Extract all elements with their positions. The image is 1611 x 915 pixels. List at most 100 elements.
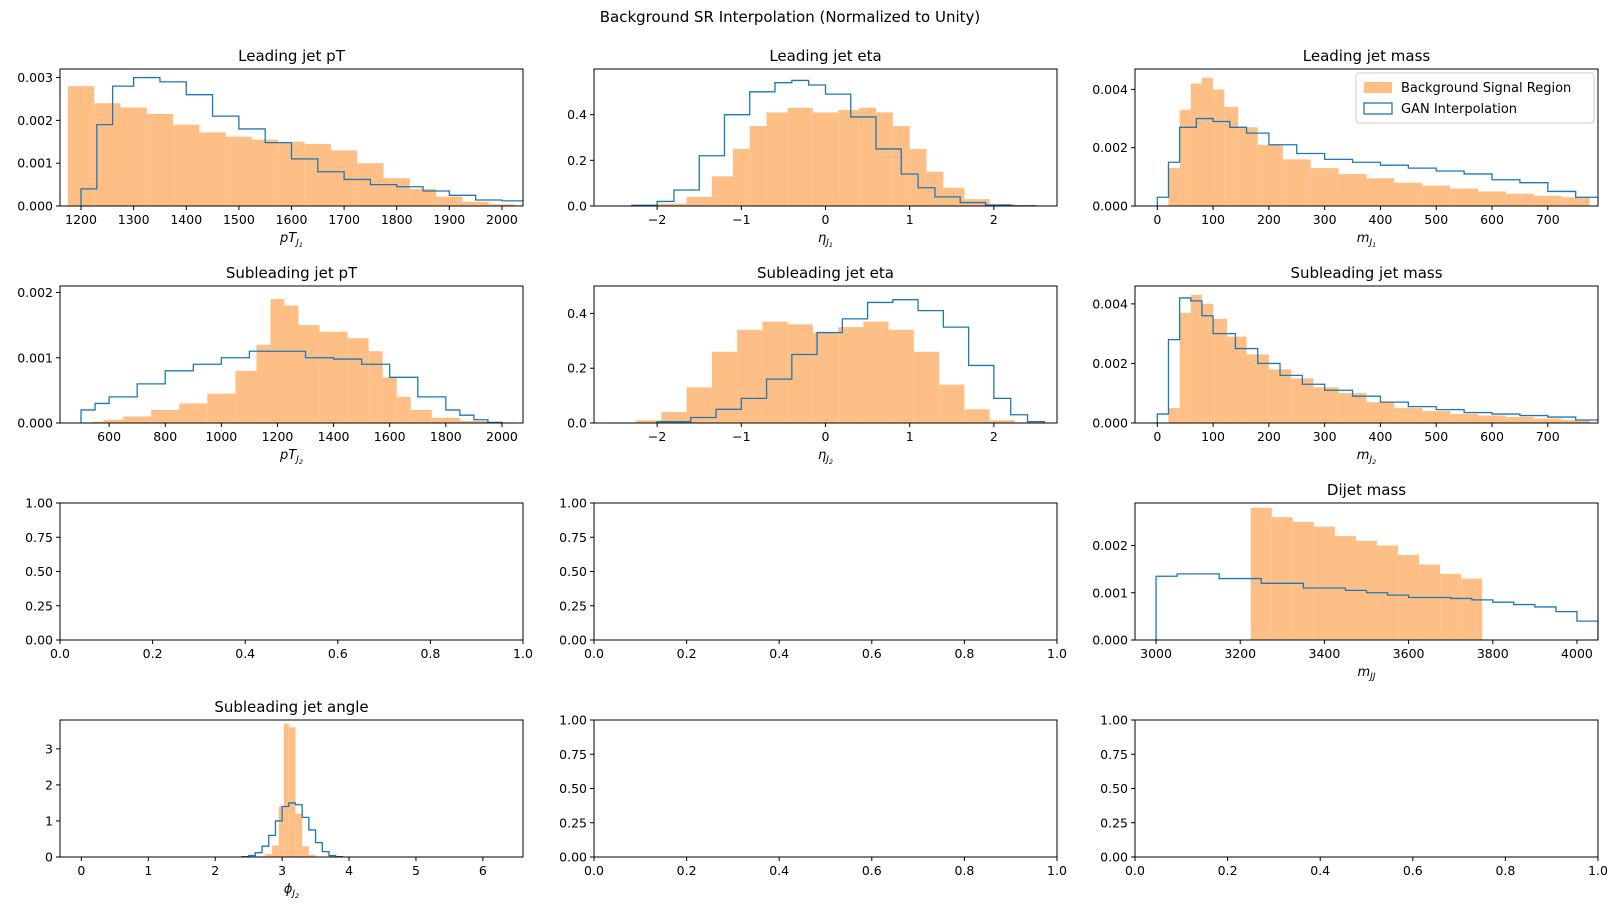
hist-bar — [1506, 194, 1534, 206]
hist-bar — [252, 140, 278, 206]
x-tick-label: 100 — [1201, 429, 1225, 444]
y-tick-label: 0.000 — [17, 416, 53, 431]
y-tick-label: 0.000 — [17, 199, 53, 214]
x-tick-label: 1 — [144, 863, 152, 878]
hist-bar — [226, 137, 252, 206]
hist-bar — [788, 108, 813, 206]
x-tick-label: 1600 — [374, 429, 406, 444]
x-tick-label: 0.8 — [1495, 863, 1515, 878]
x-tick-label: 300 — [1313, 212, 1337, 227]
x-tick-label: −2 — [648, 212, 666, 227]
y-tick-label: 0.00 — [559, 633, 587, 648]
y-tick-label: 1.00 — [559, 496, 587, 511]
y-tick-label: 1.00 — [25, 496, 53, 511]
x-tick-label: 0 — [1153, 212, 1161, 227]
x-tick-label: −1 — [732, 212, 750, 227]
x-tick-label: 1800 — [381, 212, 413, 227]
x-tick-label: 0.2 — [143, 646, 163, 661]
y-tick-label: 0 — [45, 850, 53, 865]
hist-bar — [1202, 304, 1213, 423]
hist-bar — [1314, 387, 1339, 423]
hist-bar — [1168, 168, 1179, 206]
x-tick-label: 700 — [1536, 212, 1560, 227]
hist-bar — [712, 176, 733, 206]
hist-bar — [1291, 378, 1313, 423]
plot-area — [611, 300, 1045, 423]
x-tick-label: 0.8 — [420, 646, 440, 661]
hist-bar — [1283, 159, 1311, 206]
y-tick-label: 0.00 — [559, 850, 587, 865]
x-tick-label: 0.8 — [954, 646, 974, 661]
hist-bar — [733, 149, 750, 206]
y-tick-label: 0.001 — [1092, 585, 1128, 600]
x-tick-label: 0.6 — [328, 646, 348, 661]
hist-bar — [384, 178, 410, 206]
plot-area — [68, 78, 528, 206]
hist-bar — [1478, 191, 1506, 206]
hist-bar — [1534, 419, 1562, 423]
x-tick-label: 600 — [1480, 212, 1504, 227]
hist-bar — [462, 202, 488, 206]
hist-bar — [762, 322, 787, 423]
axes-frame — [1135, 720, 1598, 857]
hist-bar — [68, 86, 94, 206]
y-tick-label: 1.00 — [1100, 713, 1128, 728]
x-tick-label: 0.0 — [584, 646, 604, 661]
x-tick-label: 0 — [822, 429, 830, 444]
hist-bar — [207, 394, 235, 423]
hist-bar — [1339, 393, 1367, 423]
legend-fill-label: Background Signal Region — [1401, 81, 1571, 96]
x-axis-label: ηJ1 — [818, 231, 833, 249]
x-tick-label: 600 — [97, 429, 121, 444]
x-tick-label: 0.8 — [954, 863, 974, 878]
axes-frame — [594, 503, 1057, 640]
x-tick-label: −2 — [648, 429, 666, 444]
hist-bar — [813, 112, 838, 206]
y-tick-label: 0.002 — [1092, 538, 1128, 553]
hist-bar — [1394, 408, 1422, 423]
x-tick-label: 800 — [153, 429, 177, 444]
x-tick-label: 300 — [1313, 429, 1337, 444]
hist-bar — [147, 114, 173, 206]
y-tick-label: 0.50 — [559, 781, 587, 796]
hist-bar — [270, 299, 284, 423]
hist-bar — [750, 126, 767, 206]
hist-bar — [235, 371, 256, 423]
plot-area — [1156, 508, 1598, 640]
hist-bar — [1367, 178, 1395, 206]
subplot-title: Subleading jet pT — [226, 264, 358, 282]
x-tick-label: 500 — [1424, 212, 1448, 227]
x-tick-label: 0.6 — [1403, 863, 1423, 878]
hist-bar — [383, 377, 397, 423]
x-tick-label: 1.0 — [1588, 863, 1608, 878]
y-tick-label: 0.50 — [1100, 781, 1128, 796]
y-tick-label: 0.002 — [17, 113, 53, 128]
y-tick-label: 0.25 — [559, 815, 587, 830]
hist-bar — [94, 103, 120, 206]
hist-bar — [939, 385, 964, 423]
y-tick-label: 0.00 — [1100, 850, 1128, 865]
x-tick-label: 4000 — [1561, 646, 1593, 661]
y-tick-label: 0.50 — [559, 564, 587, 579]
x-tick-label: 400 — [1369, 429, 1393, 444]
x-tick-label: 1400 — [170, 212, 202, 227]
hist-bar — [1191, 84, 1202, 206]
x-tick-label: 1.0 — [513, 646, 533, 661]
hist-bar — [411, 410, 432, 423]
x-tick-label: 0.6 — [862, 863, 882, 878]
hist-bar — [302, 846, 309, 857]
x-tick-label: 500 — [1424, 429, 1448, 444]
hist-bar — [1168, 408, 1179, 423]
hist-bar — [296, 814, 303, 857]
x-tick-label: 1500 — [223, 212, 255, 227]
x-axis-label: ηJ2 — [818, 448, 833, 466]
hist-bar — [199, 132, 225, 206]
hist-bar — [121, 108, 147, 206]
hist-bar — [1202, 78, 1213, 206]
